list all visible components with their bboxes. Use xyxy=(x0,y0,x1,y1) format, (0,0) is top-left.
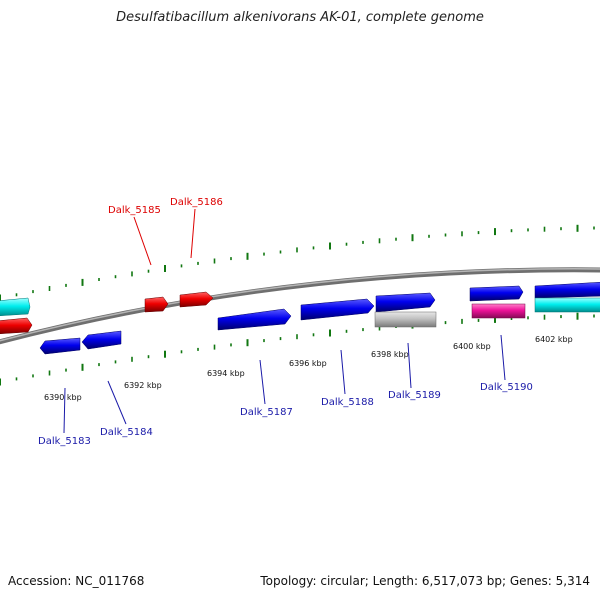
gene-arrow[interactable] xyxy=(0,317,33,335)
accession-text: Accession: NC_011768 xyxy=(8,574,145,588)
gene-labels: Dalk_5183 Dalk_5184 Dalk_5187 Dalk_5188 … xyxy=(38,197,533,447)
kbp-label: 6398 kbp xyxy=(371,350,409,359)
label-leader-lines xyxy=(63,208,506,434)
reverse-strand-genes xyxy=(0,291,214,335)
kbp-label: 6390 kbp xyxy=(44,393,82,402)
map-title: Desulfatibacillum alkenivorans AK-01, co… xyxy=(116,10,484,25)
gene-label-forward[interactable]: Dalk_5183 xyxy=(38,436,91,447)
gene-label-reverse[interactable]: Dalk_5185 xyxy=(108,205,161,216)
gene-arrow[interactable] xyxy=(0,297,31,317)
gene-arrow[interactable] xyxy=(81,330,122,350)
gene-arrow[interactable] xyxy=(300,298,375,321)
gene-label-forward[interactable]: Dalk_5187 xyxy=(240,407,293,418)
forward-strand-genes xyxy=(0,281,600,331)
gene-box[interactable] xyxy=(471,303,526,319)
gene-arrow[interactable] xyxy=(144,296,169,313)
gene-arrow[interactable] xyxy=(534,281,600,299)
kbp-label: 6400 kbp xyxy=(453,342,491,351)
lower-strand-genes xyxy=(39,297,600,355)
gene-label-forward[interactable]: Dalk_5188 xyxy=(321,397,374,408)
gene-arrow[interactable] xyxy=(469,285,524,302)
gene-label-forward[interactable]: Dalk_5189 xyxy=(388,390,441,401)
gene-label-forward[interactable]: Dalk_5184 xyxy=(100,427,153,438)
genome-backbone xyxy=(0,267,600,345)
gene-arrow[interactable] xyxy=(217,308,292,331)
gene-label-reverse[interactable]: Dalk_5186 xyxy=(170,197,223,208)
gene-box[interactable] xyxy=(534,297,600,313)
scale-ticks-upper xyxy=(0,224,595,302)
gene-box[interactable] xyxy=(374,311,437,328)
kbp-label: 6392 kbp xyxy=(124,381,162,390)
kbp-label: 6402 kbp xyxy=(535,335,573,344)
kbp-labels: 6390 kbp 6392 kbp 6394 kbp 6396 kbp 6398… xyxy=(44,335,573,402)
gene-arrow[interactable] xyxy=(179,291,214,308)
topology-text: Topology: circular; Length: 6,517,073 bp… xyxy=(260,574,590,588)
gene-arrow[interactable] xyxy=(375,292,436,313)
gene-label-forward[interactable]: Dalk_5190 xyxy=(480,382,533,393)
genome-backbone-highlight xyxy=(0,268,600,342)
kbp-label: 6396 kbp xyxy=(289,359,327,368)
gene-arrow[interactable] xyxy=(39,337,81,355)
kbp-label: 6394 kbp xyxy=(207,369,245,378)
